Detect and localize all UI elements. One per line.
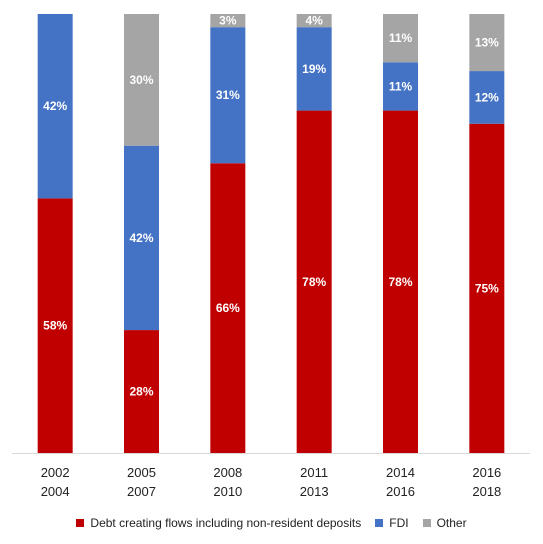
x-tick-label-4-1: 2016 xyxy=(386,484,415,499)
data-label-1-1: 42% xyxy=(129,231,153,245)
data-label-0-3: 78% xyxy=(302,275,326,289)
x-tick-label-5-0: 2016 xyxy=(472,465,501,480)
data-label-1-3: 19% xyxy=(302,62,326,76)
legend-item-other: Other xyxy=(422,516,467,530)
data-label-2-3: 4% xyxy=(305,14,323,28)
data-label-0-0: 58% xyxy=(43,319,67,333)
data-label-1-5: 12% xyxy=(475,90,499,104)
bar-segment-2-5 xyxy=(469,14,505,72)
data-label-2-1: 30% xyxy=(129,73,153,87)
bar-segment-2-2 xyxy=(210,14,246,28)
legend-label-debt: Debt creating flows including non-reside… xyxy=(90,516,362,530)
legend-label-other: Other xyxy=(436,516,467,530)
legend-swatch-other xyxy=(422,519,431,527)
data-label-0-1: 28% xyxy=(129,385,153,399)
x-tick-label-4-0: 2014 xyxy=(386,465,415,480)
legend-label-fdi: FDI xyxy=(389,516,409,530)
bar-segment-0-0 xyxy=(37,198,73,453)
legend-item-debt: Debt creating flows including non-reside… xyxy=(76,516,361,530)
x-tick-label-5-1: 2018 xyxy=(472,484,501,499)
x-tick-label-3-1: 2013 xyxy=(300,484,329,499)
data-label-2-2: 3% xyxy=(219,14,237,28)
data-label-2-5: 13% xyxy=(475,36,499,50)
bar-segment-1-2 xyxy=(210,27,246,164)
x-tick-label-2-0: 2008 xyxy=(213,465,242,480)
x-tick-label-0-0: 2002 xyxy=(41,465,70,480)
legend-item-fdi: FDI xyxy=(375,516,409,530)
x-tick-label-1-1: 2007 xyxy=(127,484,156,499)
data-label-0-4: 78% xyxy=(388,275,412,289)
bar-segment-0-4 xyxy=(383,110,418,453)
bar-segment-0-3 xyxy=(296,110,332,453)
x-tick-label-3-0: 2011 xyxy=(300,465,328,480)
data-label-0-2: 66% xyxy=(216,301,240,315)
bar-segment-1-1 xyxy=(124,145,159,331)
x-tick-label-2-1: 2010 xyxy=(213,484,242,499)
bar-segment-0-2 xyxy=(210,163,246,453)
legend-swatch-fdi xyxy=(375,519,384,527)
x-tick-label-0-1: 2004 xyxy=(41,484,70,499)
data-label-1-4: 11% xyxy=(389,79,413,93)
legend-swatch-debt xyxy=(76,519,85,527)
data-label-1-0: 42% xyxy=(43,99,67,113)
bar-segment-0-5 xyxy=(469,123,505,453)
bar-segment-1-3 xyxy=(296,27,332,111)
bar-segment-1-5 xyxy=(469,71,505,124)
x-tick-label-1-0: 2005 xyxy=(127,465,156,480)
chart-legend: Debt creating flows including non-reside… xyxy=(0,512,543,534)
bar-segment-2-3 xyxy=(296,14,332,28)
data-label-0-5: 75% xyxy=(475,281,499,295)
bar-segment-2-1 xyxy=(124,14,159,146)
data-label-1-2: 31% xyxy=(216,88,240,102)
bar-segment-2-4 xyxy=(383,14,418,63)
data-label-2-4: 11% xyxy=(389,31,413,45)
bar-segment-1-4 xyxy=(383,62,418,111)
bar-segment-0-1 xyxy=(124,330,159,453)
bar-segment-1-0 xyxy=(37,14,73,199)
